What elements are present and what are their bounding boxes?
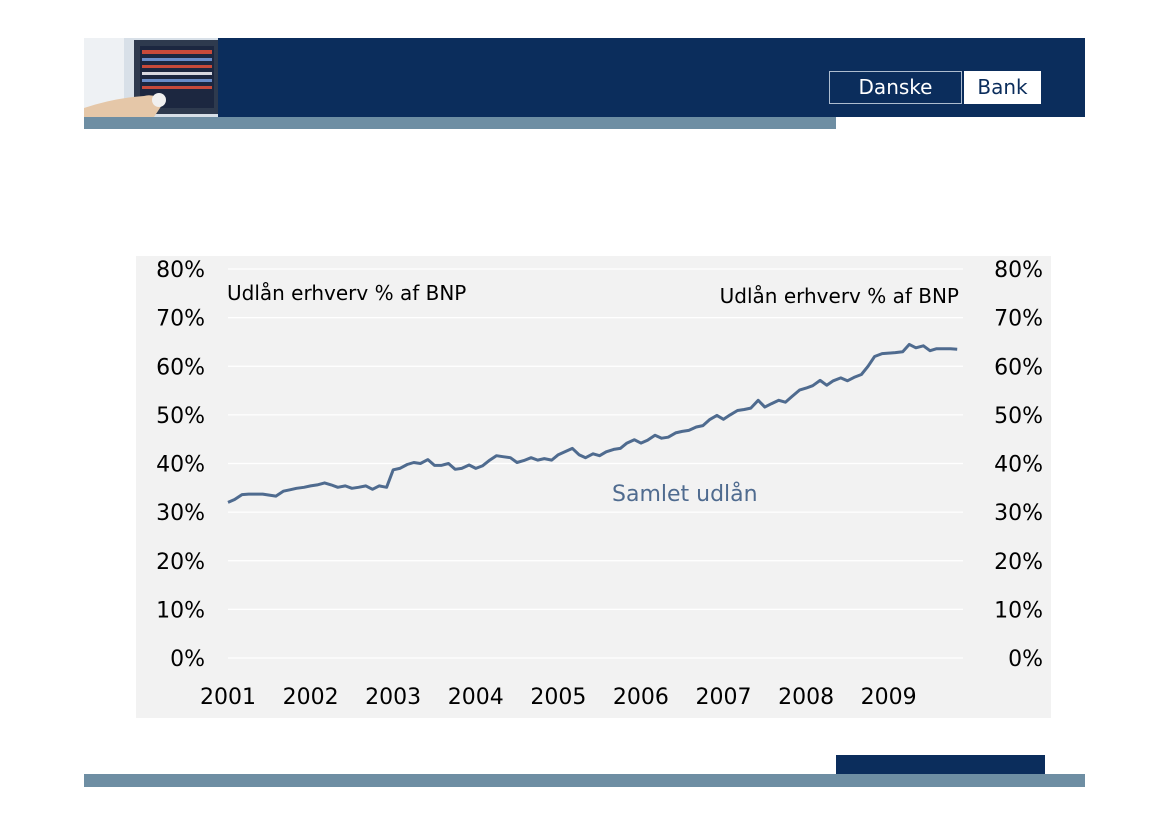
- right-y-tick-label: 60%: [994, 355, 1043, 380]
- right-y-tick-label: 0%: [1008, 647, 1043, 672]
- left-axis-label: Udlån erhverv % af BNP: [227, 281, 466, 305]
- left-y-tick-label: 80%: [156, 258, 205, 283]
- x-tick-label: 2007: [696, 685, 752, 710]
- right-y-axis-ticks: 0% 10% 20% 30% 40% 50% 60% 70% 80%: [994, 258, 1043, 672]
- header-stripe: [84, 117, 836, 129]
- x-tick-label: 2009: [861, 685, 917, 710]
- series-line-samlet-udlaan: [227, 342, 958, 504]
- logo-text-danske: Danske: [829, 71, 962, 104]
- left-y-tick-label: 0%: [170, 647, 205, 672]
- x-tick-label: 2001: [200, 685, 256, 710]
- gridlines: [228, 268, 963, 659]
- footer-block: [836, 755, 1045, 778]
- x-tick-label: 2006: [613, 685, 669, 710]
- x-tick-label: 2003: [365, 685, 421, 710]
- left-y-tick-label: 40%: [156, 453, 205, 478]
- right-y-tick-label: 30%: [994, 501, 1043, 526]
- line-chart: 0% 10% 20% 30% 40% 50% 60% 70% 80% 0% 10% 20% 30% 40…: [156, 258, 1043, 710]
- right-y-tick-label: 80%: [994, 258, 1043, 283]
- x-tick-label: 2005: [530, 685, 586, 710]
- left-y-tick-label: 30%: [156, 501, 205, 526]
- x-tick-label: 2008: [778, 685, 834, 710]
- logo-text-bank: Bank: [964, 71, 1041, 104]
- left-y-axis-ticks: 0% 10% 20% 30% 40% 50% 60% 70% 80%: [156, 258, 205, 672]
- x-axis-ticks: 2001 2002 2003 2004 2005 2006 2007 2008 2009: [200, 685, 917, 710]
- right-y-tick-label: 10%: [994, 598, 1043, 623]
- right-y-tick-label: 70%: [994, 307, 1043, 332]
- chart-area: 0% 10% 20% 30% 40% 50% 60% 70% 80% 0% 10% 20% 30% 40…: [136, 256, 1051, 718]
- header-photo: [84, 38, 218, 117]
- x-tick-label: 2002: [283, 685, 339, 710]
- right-axis-label: Udlån erhverv % af BNP: [720, 284, 959, 308]
- right-y-tick-label: 20%: [994, 550, 1043, 575]
- x-tick-label: 2004: [448, 685, 504, 710]
- right-y-tick-label: 50%: [994, 404, 1043, 429]
- left-y-tick-label: 50%: [156, 404, 205, 429]
- left-y-tick-label: 10%: [156, 598, 205, 623]
- right-y-tick-label: 40%: [994, 453, 1043, 478]
- danske-bank-logo: Danske Bank: [829, 71, 1041, 104]
- left-y-tick-label: 70%: [156, 307, 205, 332]
- series-annotation: Samlet udlån: [612, 481, 758, 507]
- left-y-tick-label: 60%: [156, 355, 205, 380]
- trading-screen-photo: [84, 38, 218, 117]
- left-y-tick-label: 20%: [156, 550, 205, 575]
- footer-stripe: [84, 774, 1085, 787]
